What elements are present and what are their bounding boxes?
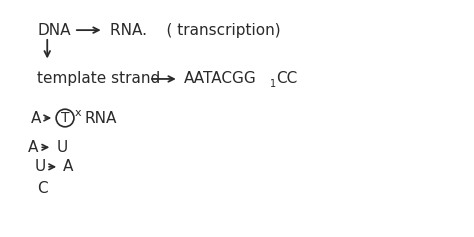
Text: DNA: DNA (37, 23, 71, 38)
Text: x: x (75, 108, 82, 118)
Text: 1: 1 (270, 79, 276, 89)
Text: AATACGG: AATACGG (183, 71, 256, 87)
Text: T: T (61, 111, 69, 125)
Text: U: U (35, 159, 46, 174)
Text: RNA: RNA (85, 110, 117, 126)
Text: RNA.    ( transcription): RNA. ( transcription) (109, 23, 280, 38)
Text: C: C (37, 181, 48, 196)
Text: template strand: template strand (37, 71, 161, 87)
Text: CC: CC (276, 71, 298, 87)
Text: U: U (56, 140, 67, 155)
Text: A: A (30, 110, 41, 126)
Text: A: A (27, 140, 38, 155)
Text: A: A (63, 159, 73, 174)
